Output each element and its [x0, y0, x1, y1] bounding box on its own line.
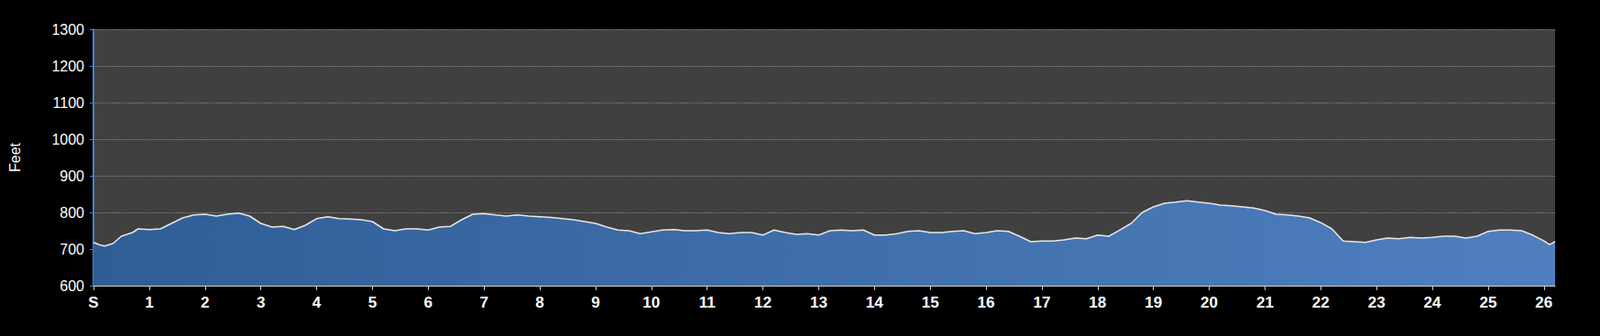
- svg-text:1000: 1000: [51, 131, 85, 148]
- svg-text:26: 26: [1534, 294, 1553, 312]
- svg-text:8: 8: [535, 294, 544, 312]
- svg-text:Feet: Feet: [7, 142, 23, 173]
- svg-text:6: 6: [424, 294, 433, 312]
- svg-text:1100: 1100: [53, 95, 86, 111]
- svg-text:1200: 1200: [51, 58, 85, 75]
- svg-text:600: 600: [59, 278, 85, 295]
- svg-text:900: 900: [59, 168, 85, 185]
- svg-text:5: 5: [368, 294, 377, 312]
- svg-text:10: 10: [642, 294, 660, 312]
- svg-text:23: 23: [1368, 294, 1386, 312]
- svg-text:12: 12: [754, 294, 772, 312]
- svg-text:25: 25: [1479, 294, 1497, 312]
- svg-text:16: 16: [977, 294, 996, 312]
- svg-text:S: S: [87, 294, 99, 312]
- svg-text:1300: 1300: [51, 21, 85, 38]
- svg-text:4: 4: [312, 294, 322, 312]
- svg-text:21: 21: [1256, 294, 1274, 312]
- svg-text:1: 1: [144, 294, 154, 312]
- svg-text:20: 20: [1200, 294, 1218, 312]
- svg-text:3: 3: [256, 294, 265, 312]
- svg-text:18: 18: [1088, 294, 1107, 312]
- svg-text:800: 800: [59, 205, 85, 221]
- svg-text:19: 19: [1144, 294, 1162, 312]
- svg-text:7: 7: [479, 294, 488, 312]
- svg-text:15: 15: [921, 294, 940, 312]
- svg-text:14: 14: [865, 294, 884, 312]
- svg-text:13: 13: [810, 294, 828, 312]
- svg-text:24: 24: [1424, 294, 1442, 312]
- svg-text:17: 17: [1032, 294, 1051, 312]
- svg-text:22: 22: [1312, 294, 1330, 312]
- svg-text:11: 11: [699, 294, 716, 312]
- svg-text:9: 9: [591, 294, 600, 312]
- svg-text:700: 700: [59, 241, 85, 258]
- svg-text:2: 2: [200, 294, 209, 312]
